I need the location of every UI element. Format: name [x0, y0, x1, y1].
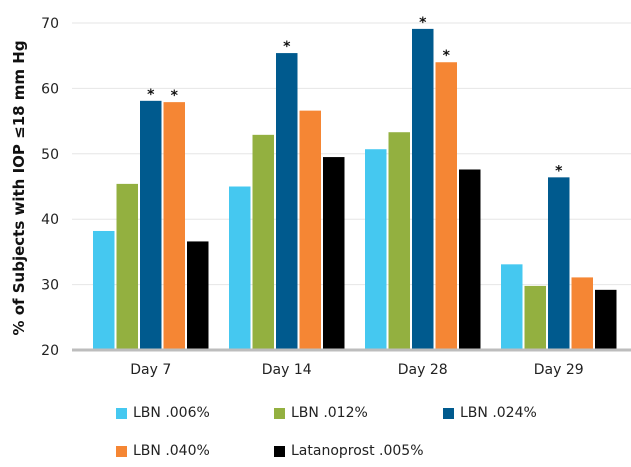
bar [140, 100, 162, 349]
bar [501, 264, 523, 349]
bar [187, 241, 209, 349]
y-tick-label: 30 [41, 278, 59, 294]
bar [163, 102, 185, 349]
legend-label: Latanoprost .005% [291, 443, 424, 459]
x-tick-label: Day 28 [398, 362, 448, 378]
x-tick-label: Day 29 [534, 362, 584, 378]
y-tick-label: 50 [41, 147, 59, 163]
significance-marker: * [283, 39, 291, 55]
significance-marker: * [171, 88, 179, 104]
legend-item: Latanoprost .005% [274, 442, 424, 460]
legend-swatch [274, 407, 285, 419]
bar [323, 157, 345, 349]
legend-item: LBN .040% [116, 442, 210, 460]
significance-marker: * [147, 87, 155, 103]
x-axis-ticks: Day 7 Day 14 Day 28 Day 29 [130, 362, 583, 378]
significance-markers: * * * * * * [147, 15, 563, 179]
x-tick-label: Day 7 [130, 362, 171, 378]
bar [276, 53, 298, 349]
bar [252, 134, 274, 349]
y-tick-label: 70 [41, 16, 59, 32]
bar [548, 177, 570, 349]
significance-marker: * [555, 163, 563, 179]
bars [93, 28, 617, 349]
legend-swatch [443, 407, 454, 419]
legend-item: LBN .012% [274, 404, 368, 422]
legend-label: LBN .024% [460, 405, 537, 421]
legend-item: LBN .024% [443, 404, 537, 422]
bar [229, 186, 251, 349]
bar [365, 149, 387, 349]
bar [116, 183, 138, 349]
bar [459, 169, 481, 349]
legend-swatch [116, 445, 127, 457]
x-tick-label: Day 14 [262, 362, 312, 378]
legend-swatch [116, 407, 127, 419]
significance-marker: * [419, 15, 427, 31]
y-axis-label: % of Subjects with IOP ≤18 mm Hg [10, 40, 28, 335]
legend-label: LBN .012% [291, 405, 368, 421]
bar [388, 132, 410, 349]
bar [299, 110, 321, 349]
legend-label: LBN .006% [133, 405, 210, 421]
y-tick-label: 40 [41, 212, 59, 228]
bar [412, 28, 434, 349]
bar [435, 62, 457, 349]
legend-item: LBN .006% [116, 404, 210, 422]
legend-swatch [274, 445, 285, 457]
bar [524, 285, 546, 349]
bar [93, 230, 115, 349]
y-tick-label: 20 [41, 343, 59, 359]
significance-marker: * [443, 48, 451, 64]
y-tick-label: 60 [41, 81, 59, 97]
bar [571, 277, 593, 349]
bar [595, 289, 617, 349]
legend-label: LBN .040% [133, 443, 210, 459]
y-axis-ticks: 20 30 40 50 60 70 [41, 16, 59, 359]
